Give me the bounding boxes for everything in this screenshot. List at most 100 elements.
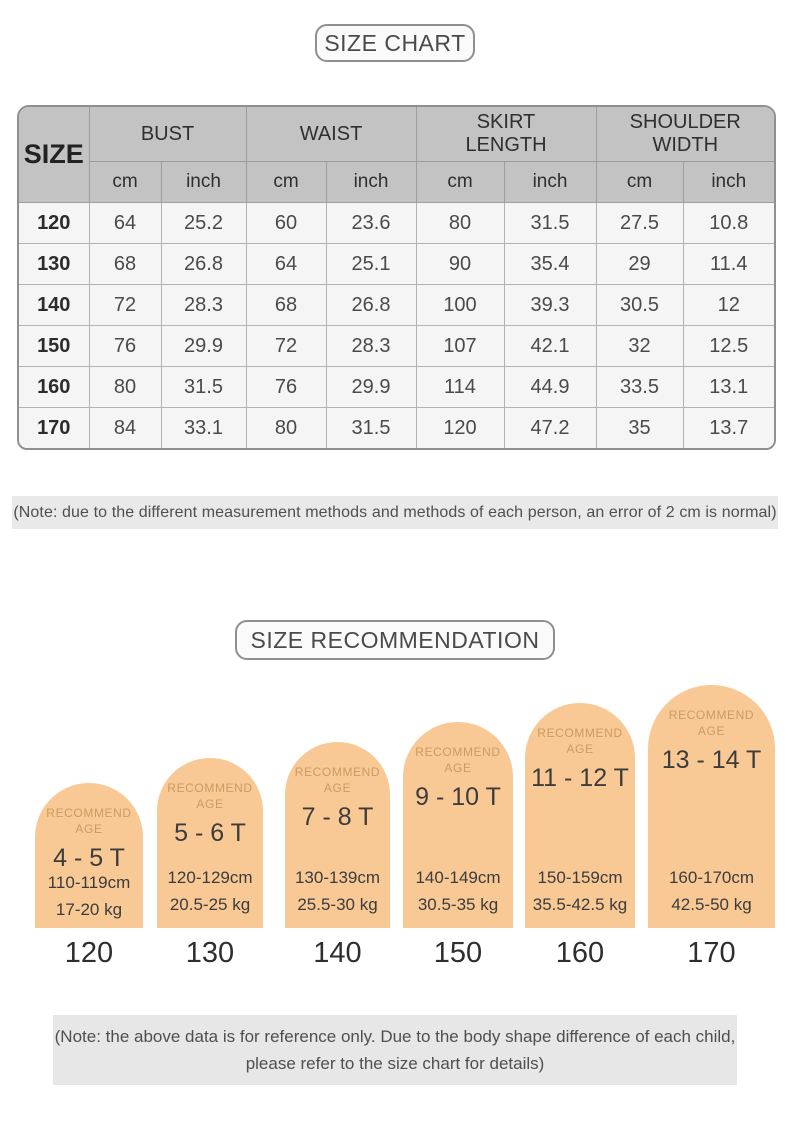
value-cell: 64 [88, 202, 162, 244]
column-header-size: SIZE [19, 107, 90, 203]
size-table: SIZE BUST WAIST SKIRT LENGTH SHOULDER WI… [19, 107, 774, 448]
value-cell: 12.5 [682, 325, 774, 367]
size-arch-120: RECOMMEND AGE 4 - 5 T 110-119cm 17-20 kg [35, 783, 143, 928]
value-cell: 80 [88, 366, 162, 408]
size-recommendation-title-text: SIZE RECOMMENDATION [250, 626, 540, 653]
value-cell: 84 [88, 407, 162, 448]
value-cell: 25.1 [325, 243, 417, 285]
value-cell: 30.5 [595, 284, 684, 326]
size-arch-150: RECOMMEND AGE 9 - 10 T 140-149cm 30.5-35 … [403, 722, 513, 928]
recommend-age-badge: RECOMMEND AGE [537, 726, 623, 756]
height-range: 160-170cm [668, 868, 755, 887]
value-cell: 28.3 [325, 325, 417, 367]
reference-note: (Note: the above data is for reference o… [53, 1015, 737, 1085]
value-cell: 120 [415, 407, 505, 448]
table-row: 170 84 33.1 80 31.5 120 47.2 35 13.7 [19, 407, 774, 448]
value-cell: 47.2 [503, 407, 597, 448]
value-cell: 76 [88, 325, 162, 367]
value-cell: 13.7 [682, 407, 774, 448]
height-range: 110-119cm [47, 873, 131, 892]
value-cell: 64 [245, 243, 327, 285]
size-chart-title: SIZE CHART [315, 24, 475, 62]
value-cell: 33.1 [160, 407, 247, 448]
weight-range: 20.5-25 kg [169, 895, 251, 914]
value-cell: 29 [595, 243, 684, 285]
height-range: 140-149cm [415, 868, 501, 887]
group-header-skirt-length: SKIRT LENGTH [415, 107, 597, 162]
size-recommendation-title: SIZE RECOMMENDATION [235, 620, 555, 660]
value-cell: 72 [245, 325, 327, 367]
recommend-age-badge: RECOMMEND AGE [668, 708, 755, 738]
size-cell: 120 [19, 202, 90, 244]
value-cell: 42.1 [503, 325, 597, 367]
value-cell: 68 [88, 243, 162, 285]
size-arch-140: RECOMMEND AGE 7 - 8 T 130-139cm 25.5-30 k… [285, 742, 390, 928]
recommend-age-badge: RECOMMEND AGE [294, 765, 381, 795]
value-cell: 27.5 [595, 202, 684, 244]
value-cell: 35.4 [503, 243, 597, 285]
value-cell: 68 [245, 284, 327, 326]
size-chart-title-text: SIZE CHART [324, 29, 466, 56]
value-cell: 31.5 [503, 202, 597, 244]
value-cell: 76 [245, 366, 327, 408]
recommend-age-badge: RECOMMEND AGE [46, 806, 132, 836]
value-cell: 114 [415, 366, 505, 408]
value-cell: 29.9 [325, 366, 417, 408]
value-cell: 29.9 [160, 325, 247, 367]
value-cell: 33.5 [595, 366, 684, 408]
value-cell: 10.8 [682, 202, 774, 244]
height-range: 150-159cm [537, 868, 623, 887]
size-cell: 140 [19, 284, 90, 326]
value-cell: 90 [415, 243, 505, 285]
value-cell: 26.8 [325, 284, 417, 326]
measurement-note: (Note: due to the different measurement … [12, 496, 778, 529]
size-arch-170: RECOMMEND AGE 13 - 14 T 160-170cm 42.5-50… [648, 685, 775, 928]
value-cell: 44.9 [503, 366, 597, 408]
value-cell: 60 [245, 202, 327, 244]
value-cell: 80 [415, 202, 505, 244]
table-row: 120 64 25.2 60 23.6 80 31.5 27.5 10.8 [19, 202, 774, 244]
value-cell: 107 [415, 325, 505, 367]
arch-size-label: 150 [433, 936, 483, 969]
unit-header-shoulder-inch: inch [682, 161, 774, 203]
size-arch-160: RECOMMEND AGE 11 - 12 T 150-159cm 35.5-42… [525, 703, 635, 928]
unit-header-skirt-cm: cm [415, 161, 505, 203]
table-row: 130 68 26.8 64 25.1 90 35.4 29 11.4 [19, 243, 774, 285]
value-cell: 100 [415, 284, 505, 326]
value-cell: 28.3 [160, 284, 247, 326]
size-table-container: SIZE BUST WAIST SKIRT LENGTH SHOULDER WI… [17, 105, 776, 450]
arch-size-label: 170 [687, 936, 736, 969]
weight-range: 25.5-30 kg [297, 895, 378, 914]
size-cell: 130 [19, 243, 90, 285]
arch-size-label: 160 [555, 936, 605, 969]
unit-header-waist-inch: inch [325, 161, 417, 203]
value-cell: 23.6 [325, 202, 417, 244]
value-cell: 26.8 [160, 243, 247, 285]
recommend-age-badge: RECOMMEND AGE [167, 781, 253, 811]
age-range: 4 - 5 T [53, 844, 125, 872]
value-cell: 80 [245, 407, 327, 448]
value-cell: 32 [595, 325, 684, 367]
size-cell: 160 [19, 366, 90, 408]
table-row: 150 76 29.9 72 28.3 107 42.1 32 12.5 [19, 325, 774, 367]
value-cell: 13.1 [682, 366, 774, 408]
height-range: 130-139cm [294, 868, 381, 887]
arch-size-label: 140 [313, 936, 362, 969]
unit-header-waist-cm: cm [245, 161, 327, 203]
value-cell: 31.5 [160, 366, 247, 408]
size-cell: 150 [19, 325, 90, 367]
value-cell: 25.2 [160, 202, 247, 244]
table-row: 140 72 28.3 68 26.8 100 39.3 30.5 12 [19, 284, 774, 326]
value-cell: 39.3 [503, 284, 597, 326]
value-cell: 72 [88, 284, 162, 326]
unit-header-shoulder-cm: cm [595, 161, 684, 203]
age-range: 9 - 10 T [415, 783, 501, 811]
age-range: 11 - 12 T [531, 764, 629, 792]
age-range: 5 - 6 T [174, 819, 246, 847]
weight-range: 30.5-35 kg [417, 895, 499, 914]
group-header-bust: BUST [88, 107, 247, 162]
unit-header-bust-inch: inch [160, 161, 247, 203]
height-range: 120-129cm [167, 868, 253, 887]
reference-note-line2: please refer to the size chart for detai… [245, 1054, 545, 1073]
